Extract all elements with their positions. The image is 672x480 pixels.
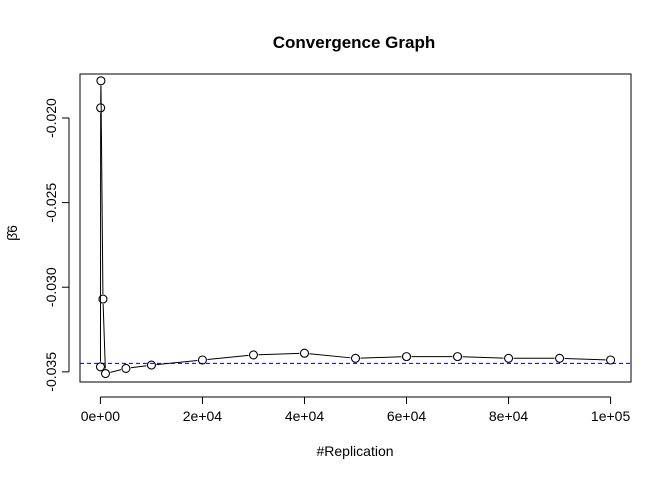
y-tick-label: -0.025 xyxy=(43,183,59,223)
data-point xyxy=(606,355,616,365)
series-line-segment xyxy=(130,365,147,369)
y-tick-label: -0.035 xyxy=(43,352,59,392)
x-tick-label: 8e+04 xyxy=(489,408,529,424)
data-point xyxy=(121,363,131,374)
x-tick-label: 0e+00 xyxy=(81,408,121,424)
data-point xyxy=(95,362,106,372)
x-tick-label: 1e+05 xyxy=(591,408,631,424)
data-point xyxy=(96,103,106,113)
series-line-segment xyxy=(309,353,351,359)
series-line-segment xyxy=(100,85,104,295)
y-tick-label: -0.020 xyxy=(43,98,59,138)
x-tick-label: 6e+04 xyxy=(387,408,427,424)
x-axis: 0e+00 2e+04 4e+04 6e+04 8e+04 1e+05 xyxy=(81,396,631,424)
chart-title: Convergence Graph xyxy=(273,33,436,52)
y-tick-label: -0.030 xyxy=(43,267,59,307)
series-line-segment xyxy=(207,354,249,361)
series-line-segment xyxy=(110,369,122,373)
x-tick-label: 4e+04 xyxy=(285,408,325,424)
data-point xyxy=(248,350,259,360)
series-line-segment xyxy=(258,352,300,356)
data-point xyxy=(146,360,156,370)
data-point xyxy=(299,348,310,358)
series-line-segment xyxy=(156,359,198,366)
series-layer xyxy=(95,76,616,379)
x-tick-label: 2e+04 xyxy=(183,408,223,424)
data-point xyxy=(98,294,108,304)
y-axis: -0.035 -0.030 -0.025 -0.020 xyxy=(43,98,70,392)
data-point xyxy=(504,353,514,363)
plot-frame xyxy=(79,73,632,383)
data-point xyxy=(350,353,361,363)
series-line-segment xyxy=(102,304,106,369)
data-point xyxy=(452,352,463,362)
data-point xyxy=(100,368,111,379)
y-axis-label: β̂6 xyxy=(4,225,20,241)
data-point xyxy=(401,352,412,362)
data-point xyxy=(555,353,565,363)
series-line-segment xyxy=(462,356,504,359)
series-line-segment xyxy=(564,357,606,361)
series-line-segment xyxy=(360,356,402,359)
data-point xyxy=(96,76,106,86)
x-axis-label: #Replication xyxy=(316,443,393,459)
data-point xyxy=(197,355,207,365)
